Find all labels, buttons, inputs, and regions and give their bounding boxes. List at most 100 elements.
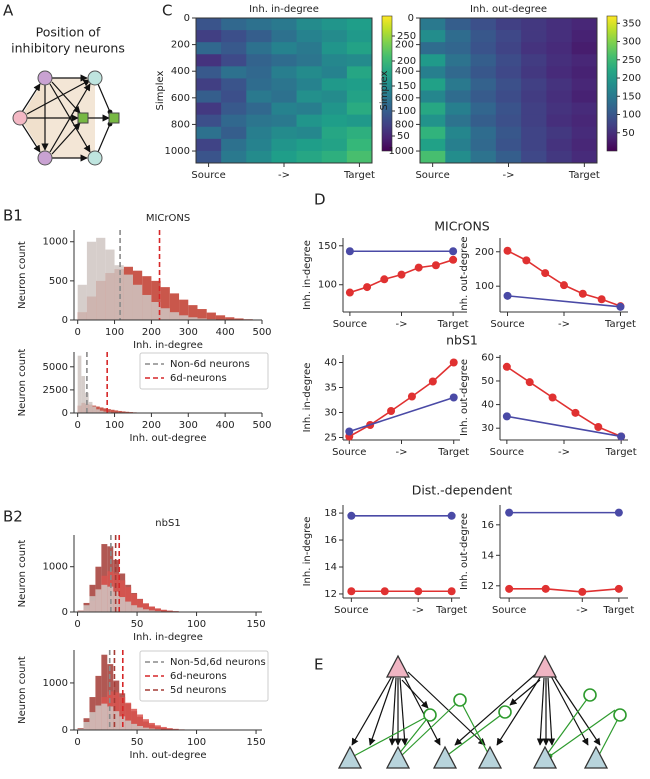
heatmap-cell bbox=[470, 114, 497, 128]
histogram-bar bbox=[154, 608, 161, 612]
colorbar bbox=[381, 15, 393, 152]
histogram-bar bbox=[142, 294, 152, 320]
y-tick-label: 30 bbox=[324, 408, 337, 419]
histogram-bar bbox=[131, 605, 138, 612]
heatmap-cell bbox=[296, 90, 323, 103]
heatmap-cell bbox=[521, 42, 547, 55]
y-axis-label: Neuron count bbox=[17, 241, 28, 309]
histogram-bar bbox=[137, 599, 144, 612]
heatmap-cell bbox=[346, 102, 373, 116]
legend-label: 6d-neurons bbox=[170, 373, 227, 384]
y-tick-label: 1000 bbox=[389, 146, 414, 157]
heatmap-cell bbox=[196, 18, 222, 31]
x-tick-label: -> bbox=[396, 319, 408, 330]
heatmap-cell bbox=[246, 90, 272, 103]
histogram-bar bbox=[89, 596, 96, 612]
y-tick-label: 0 bbox=[62, 607, 68, 618]
heatmap-cell bbox=[495, 66, 522, 79]
heatmap-cell bbox=[296, 78, 323, 91]
histogram-bar bbox=[143, 727, 149, 730]
histogram-bar bbox=[160, 287, 170, 320]
series-point bbox=[541, 269, 550, 278]
heatmap-cell bbox=[445, 126, 471, 140]
heatmap-cell bbox=[546, 54, 573, 67]
panel-label: A bbox=[3, 2, 14, 20]
heatmap-cell bbox=[346, 30, 373, 43]
heatmap-cell bbox=[271, 90, 297, 103]
histogram-bar bbox=[188, 317, 198, 320]
heatmap-cell bbox=[221, 42, 247, 55]
y-tick-label: 150 bbox=[318, 241, 337, 252]
heatmap-cell bbox=[521, 18, 547, 31]
heatmap-cell bbox=[420, 78, 446, 91]
heatmap-cell bbox=[445, 150, 471, 164]
heatmap-cell bbox=[571, 126, 598, 140]
heatmap-cell bbox=[521, 138, 547, 152]
heatmap-cell bbox=[571, 30, 598, 43]
heatmap-cell bbox=[521, 90, 547, 103]
x-tick-label: -> bbox=[278, 170, 290, 181]
heatmap-cell bbox=[196, 78, 222, 91]
x-tick-label: -> bbox=[412, 605, 424, 616]
x-tick-label: 100 bbox=[187, 619, 206, 630]
heatmap-cell bbox=[546, 66, 573, 79]
x-tick-label: 150 bbox=[247, 737, 266, 748]
chart-title: Inh. in-degree bbox=[249, 4, 319, 15]
x-tick-label: 300 bbox=[179, 420, 198, 431]
histogram-bar bbox=[101, 654, 108, 730]
series-point bbox=[407, 392, 416, 401]
y-tick-label: 12 bbox=[481, 581, 494, 592]
heatmap-cell bbox=[571, 90, 598, 103]
series-point bbox=[387, 407, 396, 415]
heatmap-cell bbox=[420, 90, 446, 103]
y-axis-label: Simplex bbox=[379, 70, 390, 110]
y-tick-label: 60 bbox=[481, 352, 494, 363]
histogram-bar bbox=[125, 720, 132, 730]
x-tick-label: Target bbox=[435, 605, 467, 616]
series-point bbox=[614, 508, 623, 517]
histogram-bar bbox=[125, 411, 130, 413]
histogram-bar bbox=[77, 728, 84, 730]
x-tick-label: 0 bbox=[74, 327, 80, 338]
heatmap-cell bbox=[470, 66, 497, 79]
y-tick-label: 16 bbox=[324, 535, 337, 546]
y-tick-label: 0 bbox=[62, 408, 68, 419]
heatmap-cell bbox=[521, 30, 547, 43]
y-tick-label: 200 bbox=[395, 40, 414, 51]
diagram-title: Position of bbox=[36, 25, 101, 40]
histogram-bar bbox=[89, 712, 96, 730]
heatmap-cell bbox=[346, 18, 373, 31]
series-point bbox=[449, 247, 458, 256]
heatmap-cell bbox=[521, 102, 547, 116]
series-line bbox=[506, 415, 622, 438]
y-tick-label: 200 bbox=[171, 40, 190, 51]
histogram-bar bbox=[86, 241, 97, 320]
section-title: Dist.-dependent bbox=[412, 483, 513, 498]
series-point bbox=[380, 587, 389, 596]
series-point bbox=[525, 378, 534, 387]
histogram-bar bbox=[169, 312, 180, 320]
y-tick-label: 40 bbox=[324, 358, 337, 369]
heatmap-cell bbox=[445, 18, 471, 31]
y-tick-label: 600 bbox=[395, 93, 414, 104]
heatmap-cell bbox=[546, 30, 573, 43]
heatmap-cell bbox=[420, 114, 446, 128]
series-point bbox=[541, 584, 550, 593]
histogram-bar bbox=[137, 607, 144, 612]
histogram-bar bbox=[169, 293, 180, 320]
colorbar-tick-label: 150 bbox=[622, 91, 641, 102]
histogram-bar bbox=[131, 708, 138, 730]
heatmap-cell bbox=[445, 102, 471, 116]
series-line bbox=[348, 361, 455, 438]
colorbar-tick-label: 200 bbox=[622, 73, 641, 84]
heatmap-cell bbox=[271, 150, 297, 164]
histogram-bar bbox=[81, 376, 86, 413]
series-point bbox=[597, 295, 606, 304]
series-point bbox=[616, 302, 625, 311]
x-tick-label: Target bbox=[604, 319, 636, 330]
heatmap-cell bbox=[495, 150, 522, 164]
histogram-bar bbox=[92, 406, 97, 413]
series-point bbox=[449, 393, 458, 402]
heatmap-cell bbox=[271, 42, 297, 55]
heatmap-cell bbox=[521, 114, 547, 128]
